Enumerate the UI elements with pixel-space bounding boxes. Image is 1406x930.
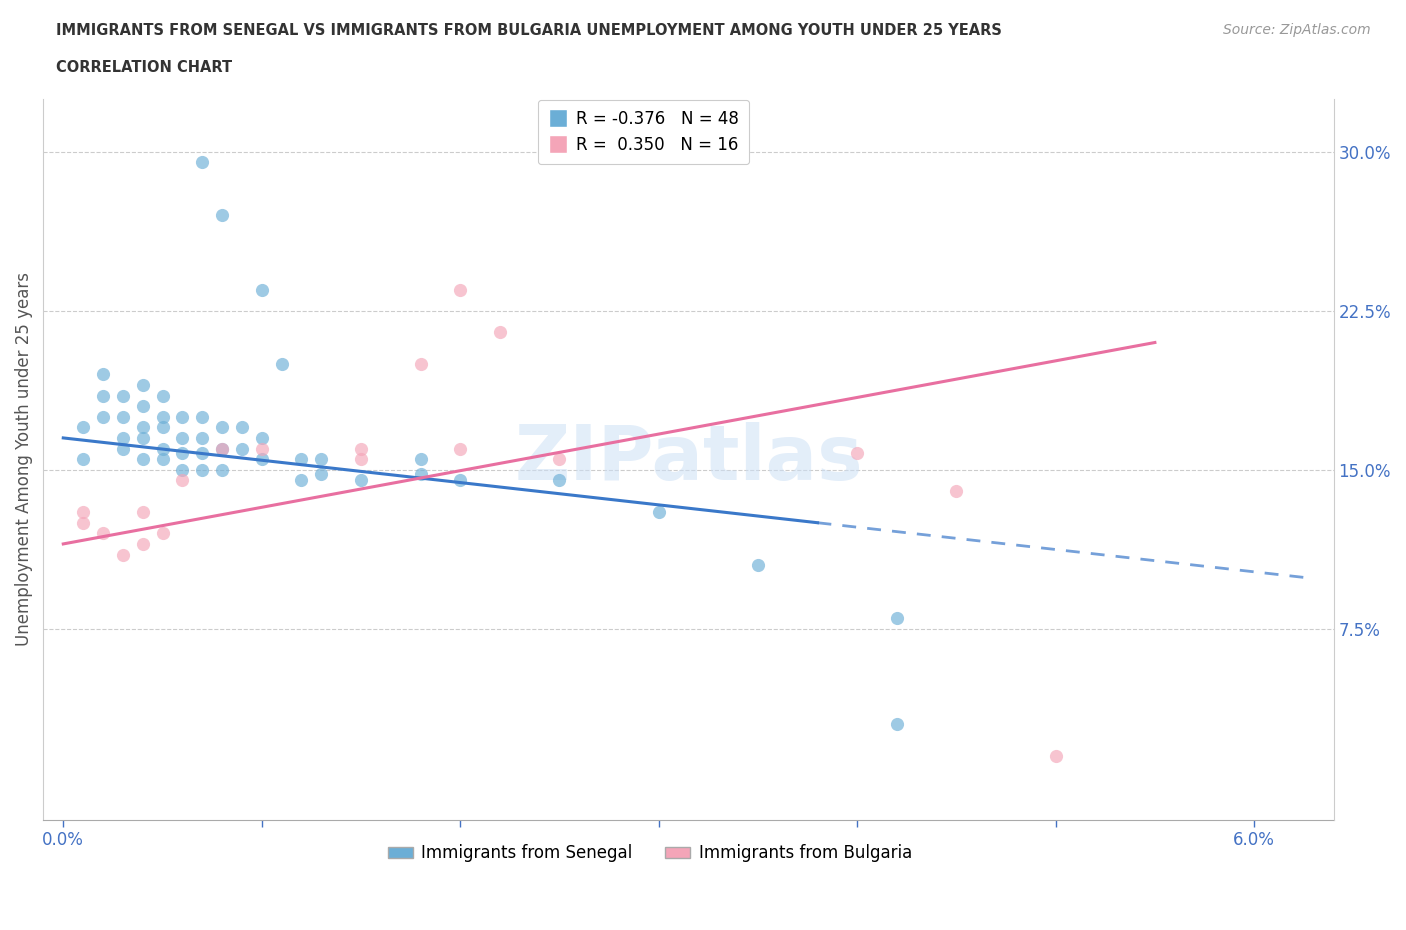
Point (311, 467, 333, 482)
Point (211, 419, 233, 434)
Point (350, 441, 373, 456)
Point (131, 419, 153, 434)
Point (152, 452, 174, 467)
Point (250, 441, 273, 456)
Point (131, 431, 153, 445)
Point (72, 515, 94, 530)
Point (111, 441, 134, 456)
Point (91, 366, 114, 381)
Point (91, 525, 114, 540)
Point (449, 441, 471, 456)
Point (111, 388, 134, 403)
Point (270, 356, 292, 371)
Point (72, 452, 94, 467)
Point (172, 409, 194, 424)
Point (290, 472, 312, 487)
Point (191, 445, 214, 460)
Legend: Immigrants from Senegal, Immigrants from Bulgaria: Immigrants from Senegal, Immigrants from… (381, 838, 918, 869)
Point (131, 399, 153, 414)
Point (152, 409, 174, 424)
Point (250, 452, 273, 467)
Point (152, 419, 174, 434)
Text: IMMIGRANTS FROM SENEGAL VS IMMIGRANTS FROM BULGARIA UNEMPLOYMENT AMONG YOUTH UND: IMMIGRANTS FROM SENEGAL VS IMMIGRANTS FR… (56, 23, 1002, 38)
Y-axis label: Unemployment Among Youth under 25 years: Unemployment Among Youth under 25 years (15, 272, 32, 646)
Point (231, 419, 253, 434)
Point (449, 472, 471, 487)
Point (231, 441, 253, 456)
Point (311, 452, 333, 467)
Point (548, 472, 571, 487)
Text: Source: ZipAtlas.com: Source: ZipAtlas.com (1223, 23, 1371, 37)
Point (548, 452, 571, 467)
Point (91, 409, 114, 424)
Point (211, 462, 233, 477)
Point (72, 419, 94, 434)
Point (211, 208, 233, 223)
Point (172, 472, 194, 487)
Point (152, 441, 174, 456)
Point (191, 431, 214, 445)
Point (172, 431, 194, 445)
Point (152, 388, 174, 403)
Point (172, 445, 194, 460)
Point (131, 452, 153, 467)
Text: CORRELATION CHART: CORRELATION CHART (56, 60, 232, 75)
Point (350, 452, 373, 467)
Point (886, 717, 908, 732)
Point (131, 505, 153, 520)
Text: ZIPatlas: ZIPatlas (515, 422, 863, 496)
Point (747, 558, 769, 573)
Point (489, 325, 512, 339)
Point (886, 611, 908, 626)
Point (647, 505, 669, 520)
Point (191, 462, 214, 477)
Point (72, 505, 94, 520)
Point (152, 525, 174, 540)
Point (111, 431, 134, 445)
Point (191, 155, 214, 170)
Point (846, 445, 869, 460)
Point (945, 484, 967, 498)
Point (211, 441, 233, 456)
Point (409, 452, 432, 467)
Point (409, 356, 432, 371)
Point (1045, 749, 1067, 764)
Point (250, 282, 273, 297)
Point (131, 378, 153, 392)
Point (91, 388, 114, 403)
Point (131, 537, 153, 551)
Point (191, 409, 214, 424)
Point (111, 547, 134, 562)
Point (449, 282, 471, 297)
Point (211, 441, 233, 456)
Point (250, 431, 273, 445)
Point (409, 467, 432, 482)
Point (111, 409, 134, 424)
Point (172, 462, 194, 477)
Point (290, 452, 312, 467)
Point (350, 472, 373, 487)
